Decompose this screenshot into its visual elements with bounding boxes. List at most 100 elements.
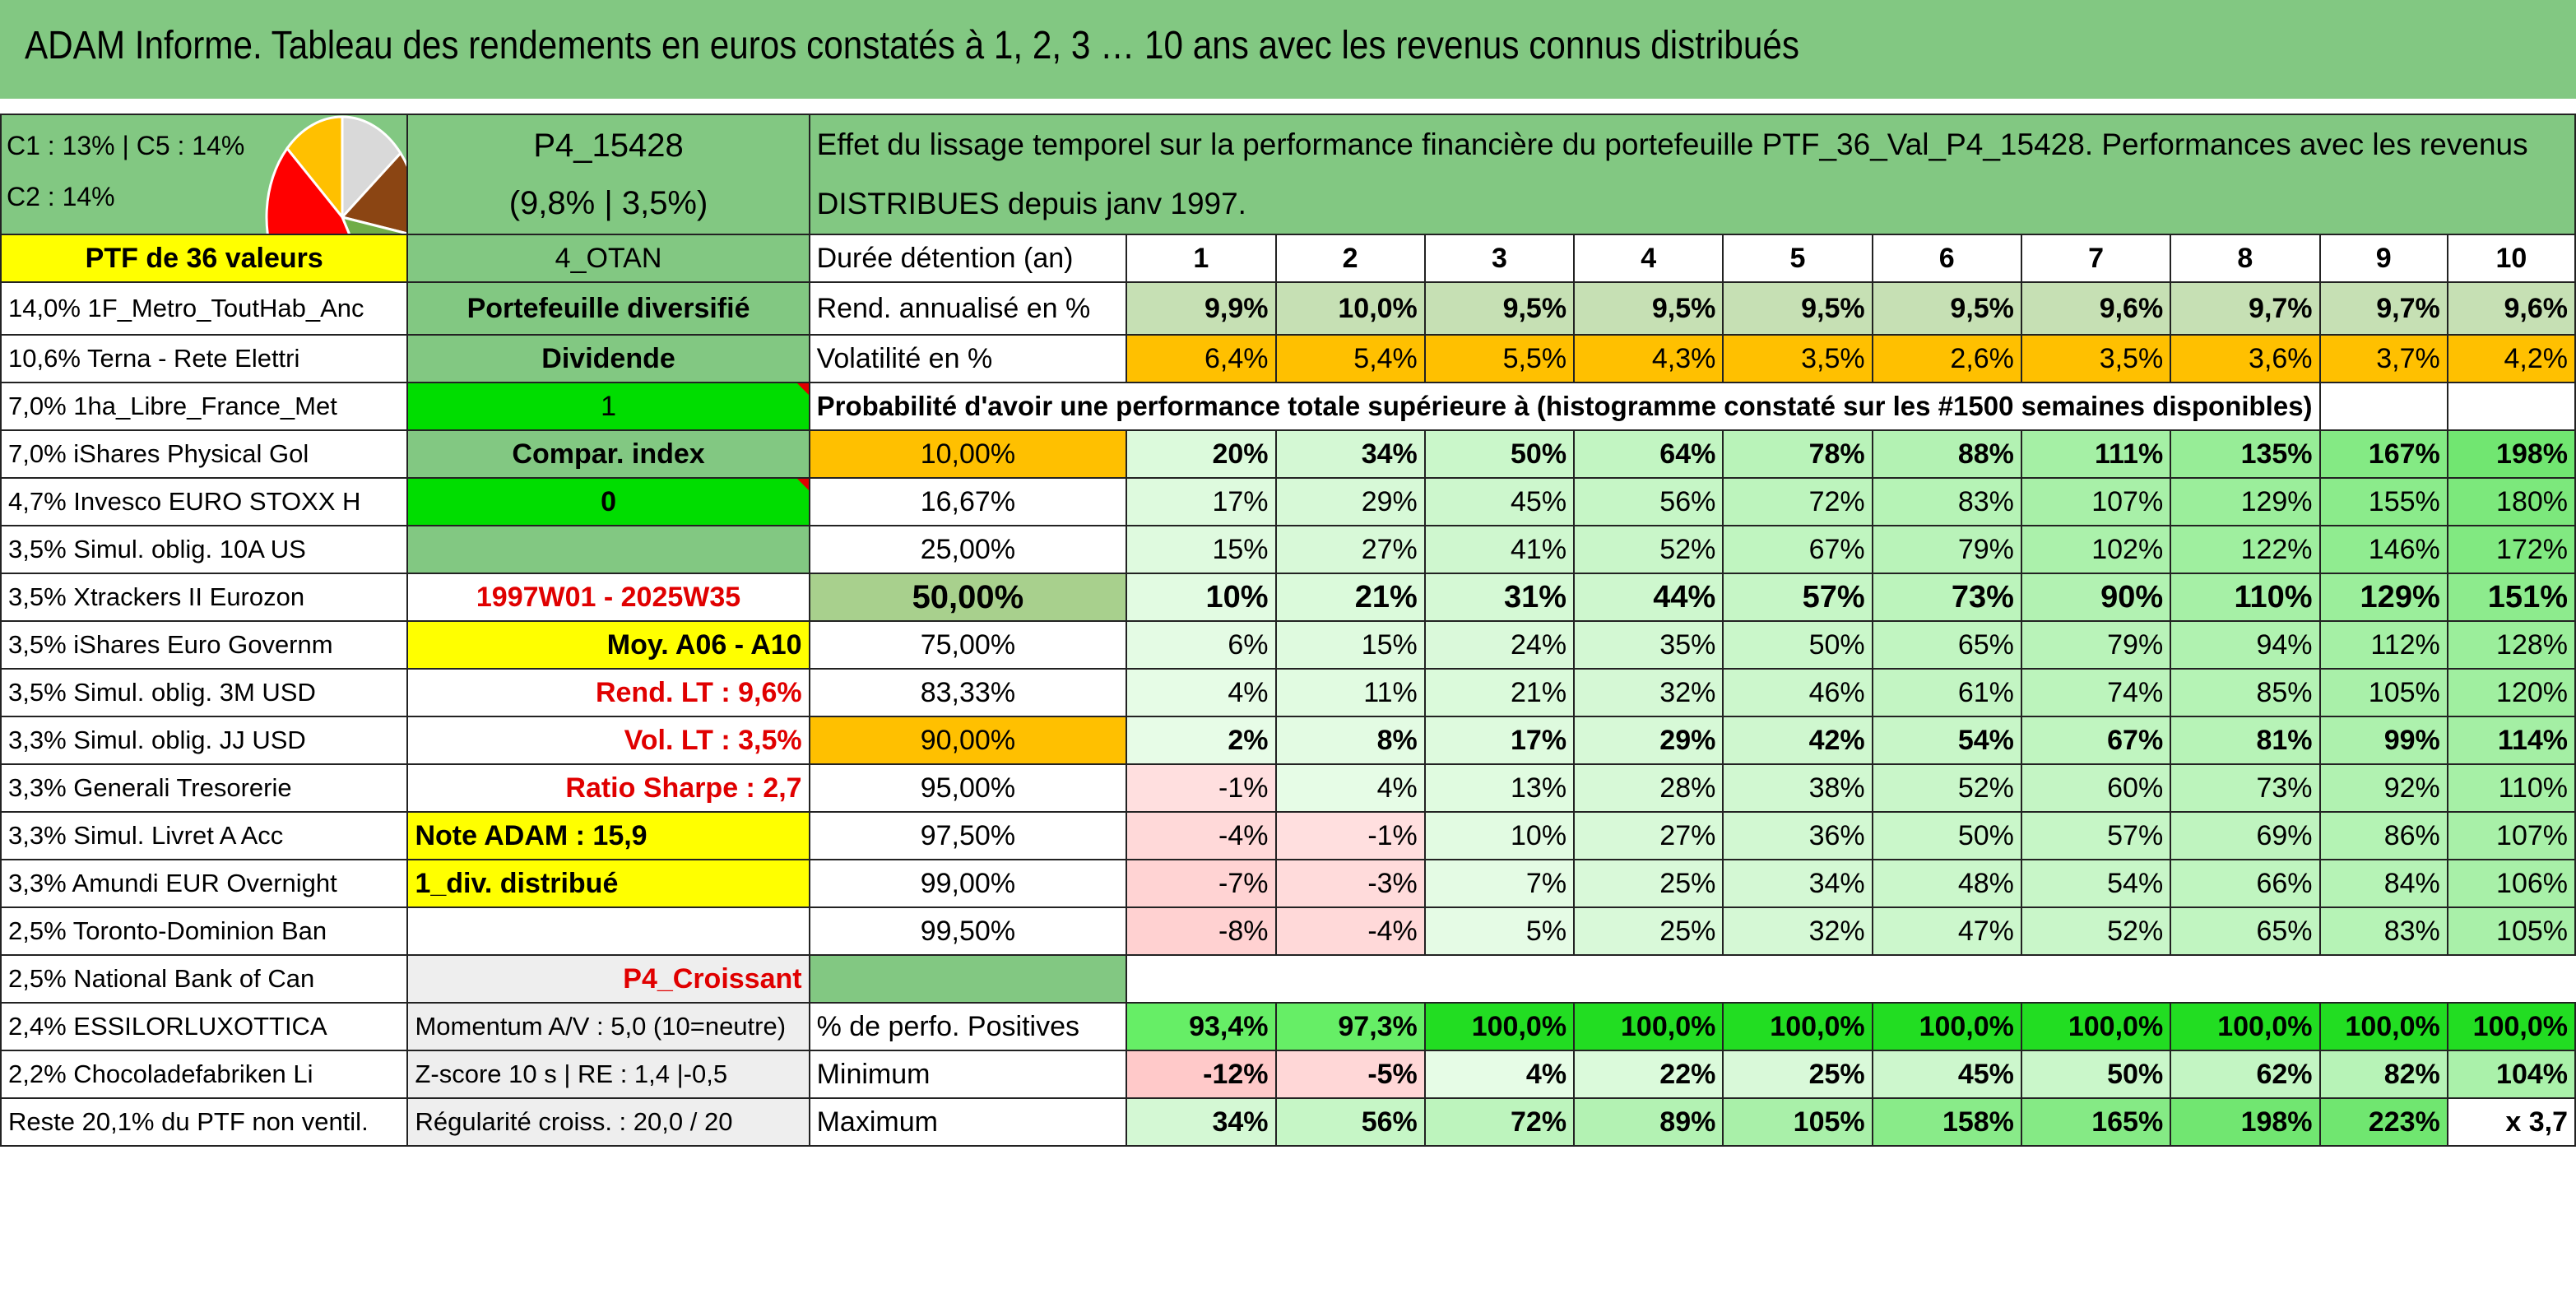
max-value: 89% — [1573, 1097, 1724, 1147]
title-bar: ADAM Informe. Tableau des rendements en … — [0, 0, 2576, 99]
probability-value: 67% — [1722, 525, 1873, 574]
probability-value: 27% — [1573, 811, 1724, 860]
probability-value: 105% — [2318, 668, 2448, 717]
info-6 — [406, 525, 810, 574]
probability-value: 15% — [1126, 525, 1277, 574]
probability-value: 60% — [2020, 763, 2172, 813]
probability-value: 56% — [1573, 477, 1724, 526]
table-row: 3,5% Xtrackers II Eurozon 1997W01 - 2025W… — [0, 573, 2576, 622]
table-row: 3,5% iShares Euro Governm Moy. A06 - A10 7… — [0, 620, 2576, 670]
table-row: 14,0% 1F_Metro_ToutHab_Anc Portefeuille d… — [0, 281, 2576, 336]
vol-value: 3,5% — [1722, 334, 1873, 383]
probability-value: -4% — [1126, 811, 1277, 860]
probability-value: 72% — [1722, 477, 1873, 526]
probability-level: 99,50% — [808, 906, 1128, 956]
probability-value: 167% — [2318, 429, 2448, 479]
probability-value: 67% — [2020, 716, 2172, 765]
vol-value: 5,5% — [1423, 334, 1576, 383]
probability-value: 73% — [1871, 573, 2022, 622]
probability-value: 79% — [1871, 525, 2022, 574]
probability-value: 52% — [1573, 525, 1724, 574]
holding-13: 2,5% Toronto-Dominion Ban — [0, 906, 409, 956]
holding-1: 10,6% Terna - Rete Elettri — [0, 334, 409, 383]
probability-value: 88% — [1871, 429, 2022, 479]
probability-value: 25% — [1573, 906, 1724, 956]
probability-value: 48% — [1871, 859, 2022, 908]
pos-value: 100,0% — [2446, 1002, 2576, 1051]
vol-value: 3,5% — [2020, 334, 2172, 383]
probability-value: 20% — [1126, 429, 1277, 479]
max-value: 56% — [1274, 1097, 1426, 1147]
probability-value: 122% — [2170, 525, 2321, 574]
info-8: Moy. A06 - A10 — [406, 620, 810, 670]
info-0: 4_OTAN — [406, 234, 810, 283]
pie-slice-c5 — [341, 116, 402, 220]
probability-value: 2% — [1126, 716, 1277, 765]
empty-cell — [1126, 955, 2575, 1003]
probability-value: 74% — [2020, 668, 2172, 717]
holding-5: 3,5% Simul. oblig. 10A US — [0, 525, 409, 574]
year-5: 5 — [1722, 234, 1873, 283]
probability-value: 46% — [1722, 668, 1873, 717]
probability-value: -3% — [1274, 859, 1426, 908]
probability-value: 32% — [1722, 906, 1873, 956]
probability-value: 84% — [2318, 859, 2448, 908]
holding-9: 3,3% Simul. oblig. JJ USD — [0, 716, 409, 765]
probability-value: 21% — [1423, 668, 1576, 717]
table-row: Reste 20,1% du PTF non ventil. Régularité… — [0, 1097, 2576, 1147]
pie-legend-item: C3 : 14% — [7, 222, 244, 233]
probability-level: 25,00% — [808, 525, 1128, 574]
probability-value: 151% — [2446, 573, 2576, 622]
probability-value: 92% — [2318, 763, 2448, 813]
probability-value: -7% — [1126, 859, 1277, 908]
min-value: 4% — [1423, 1050, 1576, 1099]
probability-value: 110% — [2446, 763, 2576, 813]
min-value: 82% — [2318, 1050, 2448, 1099]
info-5: 0 — [406, 477, 810, 526]
probability-value: 81% — [2170, 716, 2321, 765]
portfolio-stats: (9,8% | 3,5%) — [508, 185, 708, 221]
table-row: 7,0% iShares Physical Gol Compar. index 10… — [0, 429, 2576, 479]
probability-value: 15% — [1274, 620, 1426, 670]
probability-value: 25% — [1573, 859, 1724, 908]
max-value: 158% — [1871, 1097, 2022, 1147]
probability-value: 10% — [1126, 573, 1277, 622]
table-row: 3,3% Simul. oblig. JJ USD Vol. LT : 3,5% 9… — [0, 716, 2576, 765]
probability-value: 85% — [2170, 668, 2321, 717]
probability-level: 10,00% — [808, 429, 1128, 479]
probability-value: -1% — [1126, 763, 1277, 813]
rend-value: 9,5% — [1573, 281, 1724, 336]
probability-value: 54% — [2020, 859, 2172, 908]
probability-level: 90,00% — [808, 716, 1128, 765]
probability-value: 6% — [1126, 620, 1277, 670]
pos-value: 100,0% — [1871, 1002, 2022, 1051]
holding-12: 3,3% Amundi EUR Overnight — [0, 859, 409, 908]
probability-value: 5% — [1423, 906, 1576, 956]
pie-slice-c4 — [265, 146, 350, 233]
holding-4: 4,7% Invesco EURO STOXX H — [0, 477, 409, 526]
probability-value: 47% — [1871, 906, 2022, 956]
min-value: -5% — [1274, 1050, 1426, 1099]
table-row: PTF de 36 valeurs 4_OTAN Durée détention (… — [0, 234, 2576, 283]
vol-value: 3,7% — [2318, 334, 2448, 383]
info-3: 1 — [406, 382, 810, 431]
empty-cell — [2446, 382, 2576, 431]
pos-value: 100,0% — [1722, 1002, 1873, 1051]
pie-legend-item: C2 : 14% — [7, 182, 115, 211]
probability-value: 65% — [2170, 906, 2321, 956]
probability-value: 11% — [1274, 668, 1426, 717]
info-13: 1_div. distribué — [406, 859, 810, 908]
probability-value: 42% — [1722, 716, 1873, 765]
holding-16: 2,2% Chocoladefabriken Li — [0, 1050, 409, 1099]
holding-11: 3,3% Simul. Livret A Acc — [0, 811, 409, 860]
probability-level: 50,00% — [808, 573, 1128, 622]
probability-value: 44% — [1573, 573, 1724, 622]
empty-cell — [2318, 382, 2448, 431]
probability-value: 24% — [1423, 620, 1576, 670]
min-value: 104% — [2446, 1050, 2576, 1099]
probability-value: 66% — [2170, 859, 2321, 908]
probability-value: 57% — [2020, 811, 2172, 860]
rend-value: 10,0% — [1274, 281, 1426, 336]
probability-value: 94% — [2170, 620, 2321, 670]
rend-value: 9,5% — [1871, 281, 2022, 336]
